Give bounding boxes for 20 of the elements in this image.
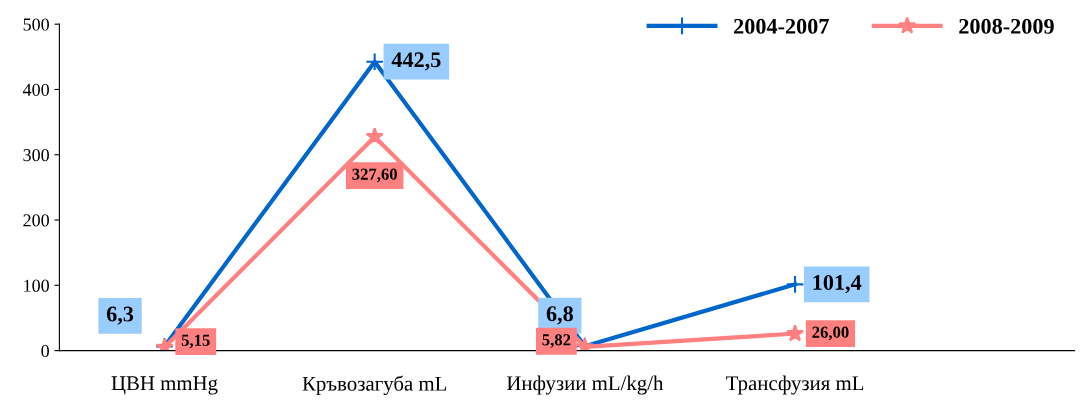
legend-label: 2004-2007: [734, 18, 829, 34]
data-label: 6,3: [106, 306, 134, 325]
y-tick-label: 300: [23, 149, 49, 162]
x-tick-label: Кръвозагуба mL: [302, 375, 447, 396]
data-label: 5,15: [181, 334, 210, 349]
data-label: 5,82: [542, 334, 571, 348]
x-tick-label: ЦВН mmHg: [111, 376, 218, 395]
data-label: 442,5: [391, 52, 441, 71]
x-tick-label: Трансфузия mL: [726, 375, 864, 395]
data-label: 101,4: [813, 274, 862, 294]
y-tick-label: 500: [23, 18, 49, 31]
y-tick-label: 100: [24, 279, 49, 292]
data-label: 26,00: [812, 326, 849, 341]
x-tick-label: Инфузии mL/kg/h: [506, 375, 664, 395]
y-tick-label: 200: [23, 214, 49, 227]
data-label: 6,8: [546, 306, 574, 325]
y-tick-label: 0: [41, 344, 49, 358]
legend-label: 2008-2009: [959, 18, 1054, 34]
y-tick-label: 400: [22, 83, 49, 96]
data-label: 327,60: [352, 168, 397, 183]
